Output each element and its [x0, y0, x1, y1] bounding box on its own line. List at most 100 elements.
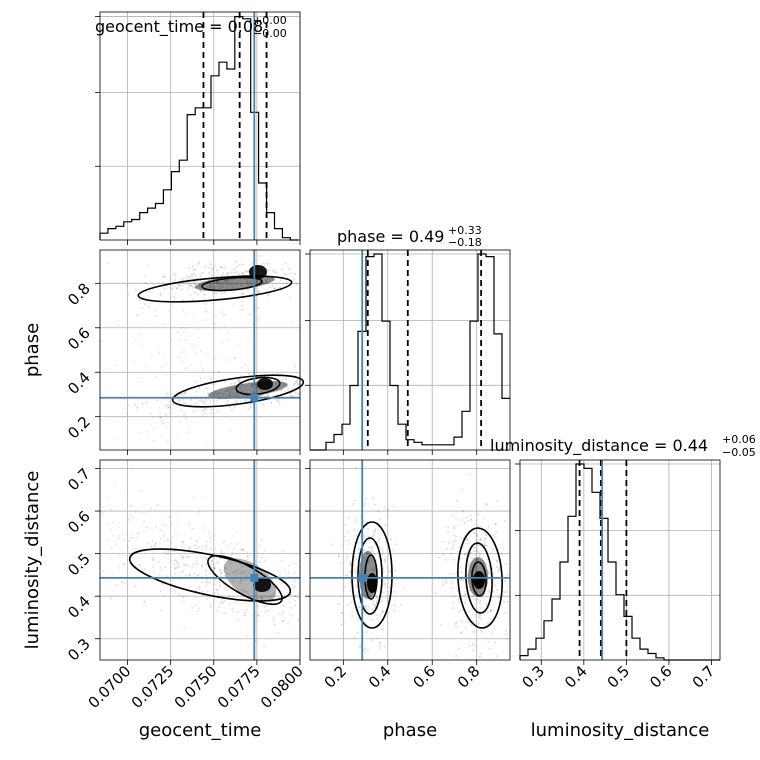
sample-point — [357, 548, 360, 552]
sample-point — [206, 590, 209, 593]
sample-point — [197, 369, 200, 372]
sample-point — [477, 513, 480, 516]
sample-point — [200, 563, 203, 567]
y-tick-label: 0.6 — [64, 507, 94, 537]
sample-point — [155, 346, 158, 349]
sample-point — [235, 271, 238, 274]
sample-point — [474, 566, 477, 569]
sample-point — [110, 557, 113, 560]
sample-point — [209, 604, 212, 607]
sample-point — [130, 465, 133, 468]
sample-point — [213, 314, 216, 317]
sample-point — [210, 274, 214, 277]
sample-point — [136, 406, 139, 409]
sample-point — [230, 418, 233, 421]
title-phase: phase = 0.49 +0.33 −0.18 — [337, 224, 482, 249]
sample-point — [364, 497, 367, 500]
sample-point — [257, 290, 261, 293]
sample-point — [184, 543, 187, 546]
sample-point — [192, 273, 195, 276]
sample-point — [495, 560, 498, 563]
sample-point — [205, 310, 208, 313]
sample-point — [375, 600, 378, 603]
sample-point — [186, 283, 189, 286]
sample-point — [140, 555, 143, 559]
sample-point — [375, 595, 378, 598]
sample-point — [115, 541, 118, 544]
sample-point — [381, 609, 384, 613]
sample-point — [495, 499, 498, 502]
sample-point — [205, 547, 208, 550]
sample-point — [196, 541, 199, 544]
sample-point — [485, 544, 488, 547]
sample-point — [159, 590, 162, 593]
sample-point — [461, 510, 464, 513]
sample-point — [294, 604, 297, 607]
sample-point — [191, 285, 194, 288]
sample-point — [198, 572, 201, 576]
sample-point — [389, 570, 392, 574]
sample-point — [174, 274, 177, 277]
sample-point — [127, 546, 130, 549]
sample-point — [226, 280, 229, 283]
sample-point — [209, 540, 212, 543]
sample-point — [276, 400, 279, 403]
sample-point — [471, 642, 474, 645]
sample-point — [351, 614, 354, 617]
sample-point — [212, 382, 215, 385]
sample-point — [198, 420, 201, 424]
sample-point — [173, 279, 176, 282]
sample-point — [478, 622, 481, 625]
sample-point — [258, 561, 262, 564]
sample-point — [163, 274, 166, 278]
sample-point — [198, 283, 201, 286]
sample-point — [186, 564, 189, 567]
sample-point — [180, 277, 184, 280]
sample-point — [129, 514, 133, 518]
sample-point — [106, 367, 109, 371]
panel-frame — [99, 11, 301, 241]
sample-point — [257, 614, 260, 617]
sample-point — [169, 339, 172, 342]
sample-point — [222, 392, 225, 395]
x-tick-label: 0.2 — [321, 662, 351, 692]
sample-point — [455, 621, 458, 624]
sample-point — [165, 575, 168, 578]
sample-point — [377, 539, 380, 542]
sample-point — [464, 597, 467, 601]
sample-point — [182, 400, 186, 404]
sample-point — [193, 283, 197, 286]
sample-point — [158, 573, 161, 576]
density-core — [257, 378, 273, 390]
sample-point — [189, 294, 192, 297]
sample-point — [198, 585, 201, 588]
sample-point — [190, 343, 193, 346]
sample-point — [262, 262, 265, 265]
sample-point — [363, 504, 366, 507]
sample-point — [288, 272, 291, 275]
sample-point — [466, 564, 469, 568]
sample-point — [169, 541, 173, 545]
sample-point — [110, 546, 113, 549]
sample-point — [181, 556, 184, 560]
sample-point — [204, 545, 207, 548]
sample-point — [479, 606, 482, 610]
sample-point — [138, 512, 141, 515]
sample-point — [491, 548, 494, 551]
sample-point — [245, 551, 249, 554]
sample-point — [174, 592, 177, 595]
sample-point — [214, 566, 217, 569]
sample-point — [278, 574, 281, 578]
sample-point — [469, 551, 472, 554]
sample-point — [337, 603, 341, 606]
sample-point — [158, 352, 161, 355]
sample-point — [207, 391, 210, 394]
sample-point — [218, 284, 221, 287]
sample-point — [218, 569, 221, 572]
x-tick-label: 0.0725 — [128, 662, 178, 712]
sample-point — [183, 628, 186, 631]
sample-point — [110, 529, 113, 532]
sample-point — [190, 273, 193, 276]
sample-point — [167, 310, 170, 313]
